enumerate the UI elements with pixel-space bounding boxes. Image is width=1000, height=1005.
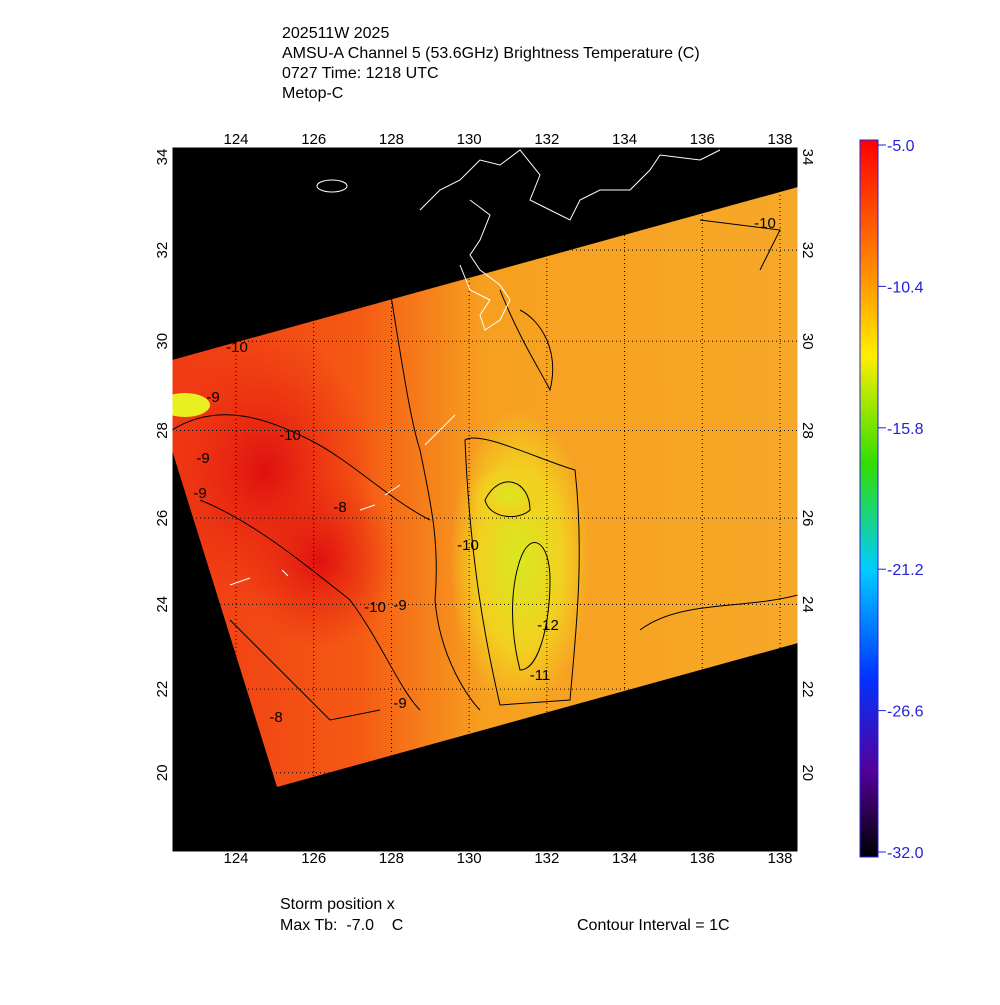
map-border [171, 146, 799, 853]
contour-label: -12 [537, 617, 559, 634]
lat-label: 24 [154, 596, 171, 613]
contour-label: -8 [269, 709, 282, 726]
lon-label: 130 [457, 850, 482, 867]
contour-label: -9 [393, 597, 406, 614]
coastlines [229, 149, 721, 586]
contour-label: -10 [364, 599, 386, 616]
lon-label: 128 [379, 850, 404, 867]
lon-label: 126 [301, 850, 326, 867]
colorbar [859, 139, 879, 858]
contour-label: -9 [196, 450, 209, 467]
header-line: AMSU-A Channel 5 (53.6GHz) Brightness Te… [282, 45, 700, 62]
lon-label: 126 [301, 131, 326, 148]
contour-label: -10 [226, 339, 248, 356]
lat-label: 20 [154, 764, 171, 781]
lat-label: 34 [799, 149, 816, 166]
lon-label: 124 [223, 131, 248, 148]
lat-label: 26 [799, 510, 816, 527]
lon-label: 130 [457, 131, 482, 148]
contours [172, 219, 798, 721]
lon-label: 134 [612, 850, 637, 867]
lat-label: 28 [799, 422, 816, 439]
contour-label: -10 [457, 537, 479, 554]
colorbar-label: -10.4 [887, 279, 924, 296]
lon-label: 132 [534, 850, 559, 867]
contour-interval: Contour Interval = 1C [577, 917, 730, 934]
lon-label: 138 [767, 850, 792, 867]
contour-label: -10 [754, 215, 776, 232]
lat-label: 30 [799, 333, 816, 350]
colorbar-label: -15.8 [887, 421, 924, 438]
colorbar-labels: -5.0 -10.4 -15.8 -21.2 -26.6 -32.0 [878, 138, 924, 862]
lat-label: 30 [154, 333, 171, 350]
lon-label: 124 [223, 850, 248, 867]
header-line: 0727 Time: 1218 UTC [282, 65, 439, 82]
contour-label: -9 [393, 695, 406, 712]
colorbar-label: -26.6 [887, 704, 924, 721]
colorbar-label: -5.0 [887, 138, 915, 155]
lat-label: 22 [799, 681, 816, 698]
max-tb: Max Tb: -7.0 C [280, 917, 403, 934]
contour-label: -8 [333, 499, 346, 516]
lat-label: 32 [154, 242, 171, 259]
lon-label: 134 [612, 131, 637, 148]
lat-label: 34 [154, 149, 171, 166]
lon-label: 128 [379, 131, 404, 148]
colorbar-label: -32.0 [887, 845, 924, 862]
lon-label: 136 [690, 131, 715, 148]
header-line: 202511W 2025 [282, 25, 389, 42]
lon-label: 132 [534, 131, 559, 148]
lon-label: 136 [690, 850, 715, 867]
contour-label: -9 [206, 389, 219, 406]
lat-label: 22 [154, 681, 171, 698]
ticks: 124 124 126 126 128 128 130 130 132 132 134 134 136 1… [154, 131, 816, 867]
lat-label: 20 [799, 764, 816, 781]
contour-label: -11 [530, 667, 551, 684]
lon-label: 138 [767, 131, 792, 148]
contour-label: -9 [193, 485, 206, 502]
lat-label: 32 [799, 242, 816, 259]
lat-label: 28 [154, 422, 171, 439]
header: 202511W 2025 AMSU-A Channel 5 (53.6GHz) B… [282, 25, 700, 102]
lat-label: 26 [154, 510, 171, 527]
colorbar-label: -21.2 [887, 562, 924, 579]
lat-label: 24 [799, 596, 816, 613]
contour-labels: -10 -9 -10 -10 -9 -8 -9 -10 -12 -11 -9 -8 -9 -10 [193, 215, 776, 726]
storm-position: Storm position x [280, 896, 395, 913]
header-line: Metop-C [282, 85, 343, 102]
contour-label: -10 [279, 427, 301, 444]
